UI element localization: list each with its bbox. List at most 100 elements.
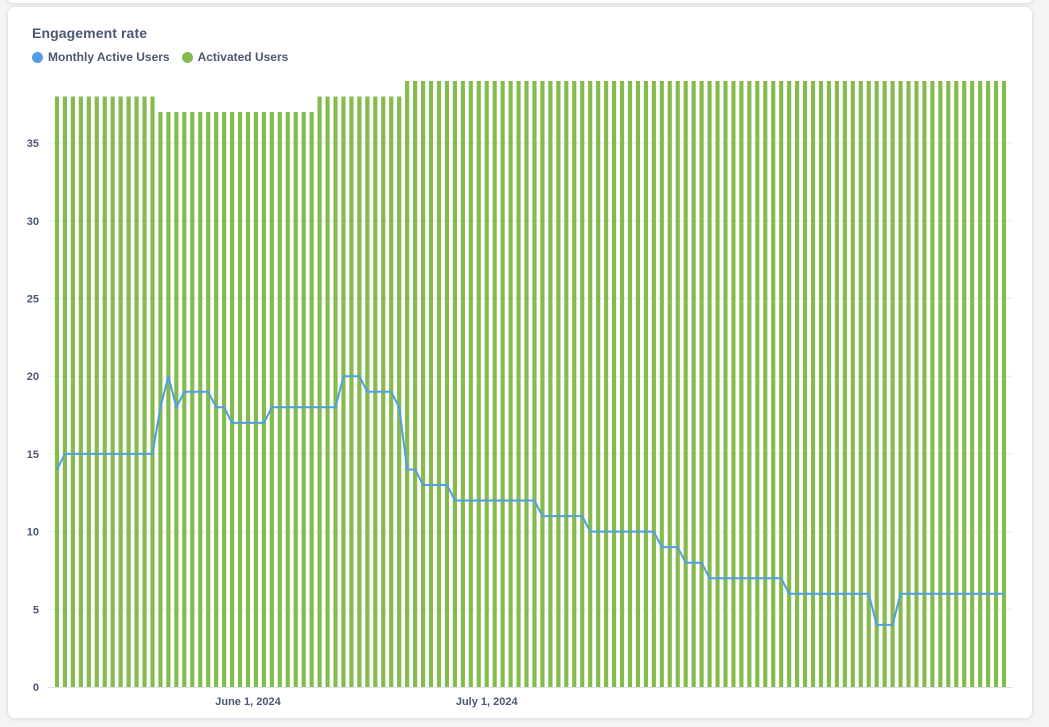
bar-activated-users[interactable] xyxy=(253,112,259,688)
bar-activated-users[interactable] xyxy=(444,81,450,687)
bar-activated-users[interactable] xyxy=(413,81,418,687)
bar-activated-users[interactable] xyxy=(970,81,975,687)
bar-activated-users[interactable] xyxy=(229,112,235,688)
bar-activated-users[interactable] xyxy=(134,96,139,688)
bar-activated-users[interactable] xyxy=(882,81,887,687)
bar-activated-users[interactable] xyxy=(357,96,362,688)
legend-item-monthly-active-users[interactable]: Monthly Active Users xyxy=(32,50,170,64)
bar-activated-users[interactable] xyxy=(349,96,354,688)
bar-activated-users[interactable] xyxy=(333,96,338,688)
bar-activated-users[interactable] xyxy=(190,112,195,688)
bar-activated-users[interactable] xyxy=(405,81,410,687)
bar-activated-users[interactable] xyxy=(986,81,991,687)
bar-activated-users[interactable] xyxy=(755,81,760,687)
bar-activated-users[interactable] xyxy=(214,112,219,688)
bar-activated-users[interactable] xyxy=(818,81,824,687)
bar-activated-users[interactable] xyxy=(182,112,187,688)
bar-activated-users[interactable] xyxy=(524,81,529,687)
bar-activated-users[interactable] xyxy=(62,96,68,688)
bar-activated-users[interactable] xyxy=(667,81,672,687)
bar-activated-users[interactable] xyxy=(763,81,768,687)
bar-activated-users[interactable] xyxy=(930,81,935,687)
bar-activated-users[interactable] xyxy=(707,81,712,687)
bar-activated-users[interactable] xyxy=(914,81,919,687)
bar-activated-users[interactable] xyxy=(802,81,808,687)
bar-activated-users[interactable] xyxy=(659,81,664,687)
bar-activated-users[interactable] xyxy=(206,112,211,688)
bar-activated-users[interactable] xyxy=(604,81,609,687)
bar-activated-users[interactable] xyxy=(858,81,863,687)
bar-activated-users[interactable] xyxy=(309,112,314,688)
bar-activated-users[interactable] xyxy=(691,81,696,687)
bar-activated-users[interactable] xyxy=(126,96,131,688)
bar-activated-users[interactable] xyxy=(118,96,123,688)
bar-activated-users[interactable] xyxy=(906,81,911,687)
bar-activated-users[interactable] xyxy=(611,81,617,687)
bar-activated-users[interactable] xyxy=(500,81,505,687)
bar-activated-users[interactable] xyxy=(508,81,513,687)
bar-activated-users[interactable] xyxy=(635,81,641,687)
bar-activated-users[interactable] xyxy=(564,81,569,687)
bar-activated-users[interactable] xyxy=(572,81,577,687)
bar-activated-users[interactable] xyxy=(174,112,179,688)
bar-activated-users[interactable] xyxy=(94,96,99,688)
bar-activated-users[interactable] xyxy=(293,112,298,688)
bar-activated-users[interactable] xyxy=(731,81,736,687)
bar-activated-users[interactable] xyxy=(86,96,91,688)
bar-activated-users[interactable] xyxy=(245,112,251,688)
bar-activated-users[interactable] xyxy=(150,96,155,688)
bar-activated-users[interactable] xyxy=(436,81,442,687)
bar-activated-users[interactable] xyxy=(301,112,306,688)
bar-activated-users[interactable] xyxy=(548,81,553,687)
bar-activated-users[interactable] xyxy=(699,81,704,687)
bar-activated-users[interactable] xyxy=(954,81,959,687)
bar-activated-users[interactable] xyxy=(532,81,537,687)
bar-activated-users[interactable] xyxy=(317,96,322,688)
bar-activated-users[interactable] xyxy=(866,81,871,687)
bar-activated-users[interactable] xyxy=(619,81,625,687)
bar-activated-users[interactable] xyxy=(795,81,800,687)
bar-activated-users[interactable] xyxy=(237,112,243,688)
bar-activated-users[interactable] xyxy=(946,81,951,687)
bar-activated-users[interactable] xyxy=(826,81,832,687)
bar-activated-users[interactable] xyxy=(54,96,60,688)
bar-activated-users[interactable] xyxy=(269,112,274,688)
bar-activated-users[interactable] xyxy=(596,81,601,687)
bar-activated-users[interactable] xyxy=(842,81,847,687)
line-monthly-active-users[interactable] xyxy=(56,375,1005,626)
bar-activated-users[interactable] xyxy=(556,81,561,687)
bar-activated-users[interactable] xyxy=(468,81,473,687)
bar-activated-users[interactable] xyxy=(810,81,816,687)
bar-activated-users[interactable] xyxy=(428,81,434,687)
bar-activated-users[interactable] xyxy=(142,96,147,688)
bar-activated-users[interactable] xyxy=(1001,81,1007,687)
bar-activated-users[interactable] xyxy=(627,81,633,687)
bar-activated-users[interactable] xyxy=(476,81,481,687)
bar-activated-users[interactable] xyxy=(277,112,282,688)
bar-activated-users[interactable] xyxy=(739,81,744,687)
bar-activated-users[interactable] xyxy=(452,81,457,687)
bar-activated-users[interactable] xyxy=(850,81,855,687)
bar-activated-users[interactable] xyxy=(771,81,776,687)
bar-activated-users[interactable] xyxy=(285,112,290,688)
bar-activated-users[interactable] xyxy=(588,81,593,687)
bar-activated-users[interactable] xyxy=(675,81,680,687)
bar-activated-users[interactable] xyxy=(261,112,266,688)
bar-activated-users[interactable] xyxy=(890,81,895,687)
bar-activated-users[interactable] xyxy=(78,96,83,688)
bar-activated-users[interactable] xyxy=(102,96,107,688)
bar-activated-users[interactable] xyxy=(651,81,656,687)
bar-activated-users[interactable] xyxy=(898,81,903,687)
bar-activated-users[interactable] xyxy=(747,81,752,687)
bar-activated-users[interactable] xyxy=(580,81,585,687)
bar-activated-users[interactable] xyxy=(922,81,927,687)
bar-activated-users[interactable] xyxy=(779,81,784,687)
bar-activated-users[interactable] xyxy=(787,81,792,687)
bar-activated-users[interactable] xyxy=(683,81,688,687)
bar-activated-users[interactable] xyxy=(341,96,346,688)
bar-activated-users[interactable] xyxy=(516,81,521,687)
bar-activated-users[interactable] xyxy=(492,81,497,687)
bar-activated-users[interactable] xyxy=(166,112,171,688)
bar-activated-users[interactable] xyxy=(978,81,983,687)
bar-activated-users[interactable] xyxy=(110,96,115,688)
